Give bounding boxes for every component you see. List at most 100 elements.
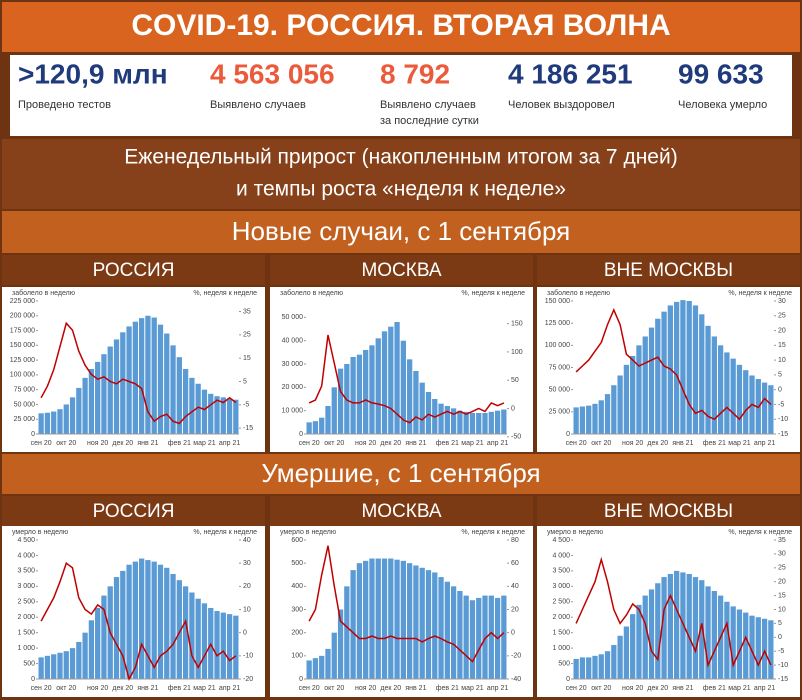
bar bbox=[724, 352, 730, 434]
bar bbox=[400, 340, 406, 434]
x-tick-label: мар 21 bbox=[728, 440, 750, 447]
y-tick-label: 225 000 bbox=[10, 298, 35, 305]
x-tick-label: дек 20 bbox=[647, 685, 668, 692]
y-tick-label: 125 000 bbox=[10, 357, 35, 364]
y-tick-label: 150 000 bbox=[10, 342, 35, 349]
bar bbox=[57, 652, 63, 679]
y2-tick-label: 20 bbox=[778, 327, 786, 334]
bar bbox=[44, 655, 51, 679]
bar bbox=[375, 338, 381, 434]
bar bbox=[331, 387, 337, 434]
bar bbox=[220, 612, 226, 679]
y2-tick-label: 40 bbox=[511, 583, 519, 590]
bar bbox=[736, 609, 743, 679]
bar bbox=[636, 604, 642, 679]
bar bbox=[331, 632, 337, 679]
stat-value: >120,9 млн bbox=[18, 58, 168, 89]
bar bbox=[356, 563, 363, 679]
y-axis-label: умерло в неделю bbox=[12, 529, 68, 536]
y2-tick-label: -5 bbox=[243, 402, 249, 409]
bar bbox=[730, 606, 736, 679]
y2-tick-label: -20 bbox=[243, 676, 253, 683]
y-tick-label: 0 bbox=[299, 431, 303, 438]
bar bbox=[388, 558, 394, 679]
stat-label: Выявлено случаев bbox=[380, 99, 476, 111]
bar bbox=[642, 595, 648, 679]
bar bbox=[88, 620, 95, 679]
section-band bbox=[2, 454, 800, 494]
bar bbox=[82, 632, 88, 679]
bar bbox=[724, 601, 730, 679]
x-tick-label: сен 20 bbox=[299, 685, 320, 692]
y2-tick-label: 80 bbox=[511, 537, 519, 544]
y-tick-label: 4 500 bbox=[552, 537, 570, 544]
bar bbox=[686, 301, 692, 434]
y2-axis-label: %, неделя к неделе bbox=[728, 529, 792, 536]
y-tick-label: 125 000 bbox=[545, 320, 570, 327]
bar bbox=[164, 567, 170, 679]
bar bbox=[604, 651, 611, 679]
bar bbox=[611, 385, 617, 434]
bar bbox=[438, 577, 444, 679]
bar bbox=[170, 345, 176, 434]
y-tick-label: 0 bbox=[31, 431, 35, 438]
bar bbox=[717, 345, 724, 434]
stat-label: Человек выздоровел bbox=[508, 99, 615, 111]
x-tick-label: окт 20 bbox=[591, 440, 611, 447]
bar bbox=[768, 620, 774, 679]
bar bbox=[648, 589, 655, 679]
y-tick-label: 175 000 bbox=[10, 327, 35, 334]
y2-tick-label: -15 bbox=[778, 431, 788, 438]
bar bbox=[170, 573, 176, 679]
bar bbox=[674, 301, 680, 434]
line bbox=[575, 307, 772, 421]
y2-axis-label: %, неделя к неделе bbox=[193, 529, 257, 536]
title: COVID-19. РОССИЯ. ВТОРАЯ ВОЛНА bbox=[131, 9, 670, 42]
y2-tick-label: 0 bbox=[511, 630, 515, 637]
y-tick-label: 400 bbox=[291, 583, 303, 590]
y2-tick-label: -10 bbox=[243, 653, 253, 660]
bar bbox=[755, 617, 761, 679]
bar bbox=[573, 407, 579, 434]
bar bbox=[579, 406, 586, 434]
y-tick-label: 1 000 bbox=[17, 645, 35, 652]
y-tick-label: 100 000 bbox=[10, 372, 35, 379]
bar bbox=[157, 324, 164, 434]
y2-tick-label: 0 bbox=[778, 387, 782, 394]
bar bbox=[95, 607, 101, 679]
y2-tick-label: 25 bbox=[778, 313, 786, 320]
bar bbox=[413, 371, 419, 434]
y-tick-label: 500 bbox=[558, 660, 570, 667]
y2-tick-label: 20 bbox=[243, 583, 251, 590]
stat-value: 8 792 bbox=[380, 58, 450, 89]
bar bbox=[182, 368, 189, 434]
y2-tick-label: -40 bbox=[511, 676, 521, 683]
bar bbox=[661, 311, 667, 434]
x-tick-label: окт 20 bbox=[56, 685, 76, 692]
bar bbox=[107, 346, 113, 434]
bar bbox=[139, 318, 145, 434]
y-tick-label: 75 000 bbox=[14, 387, 36, 394]
x-tick-label: фев 21 bbox=[703, 685, 726, 692]
x-tick-label: сен 20 bbox=[31, 685, 52, 692]
bar bbox=[413, 565, 419, 679]
x-tick-label: фев 21 bbox=[436, 685, 459, 692]
bar bbox=[69, 648, 76, 679]
bar bbox=[705, 586, 711, 679]
chart-title: ВНЕ МОСКВЫ bbox=[604, 260, 733, 281]
bar bbox=[711, 590, 717, 679]
y2-tick-label: 20 bbox=[511, 606, 519, 613]
subtitle-band bbox=[2, 139, 800, 209]
y-tick-label: 1 500 bbox=[552, 630, 570, 637]
x-tick-label: фев 21 bbox=[168, 685, 191, 692]
x-tick-label: апр 21 bbox=[754, 440, 775, 447]
bar bbox=[655, 583, 661, 679]
bar bbox=[623, 364, 630, 434]
bar bbox=[139, 558, 145, 679]
bar bbox=[463, 595, 469, 679]
x-tick-label: сен 20 bbox=[299, 440, 320, 447]
stats-panel bbox=[10, 55, 792, 136]
line bbox=[40, 561, 237, 682]
x-tick-label: ноя 20 bbox=[622, 440, 643, 447]
x-tick-label: янв 21 bbox=[405, 440, 426, 447]
